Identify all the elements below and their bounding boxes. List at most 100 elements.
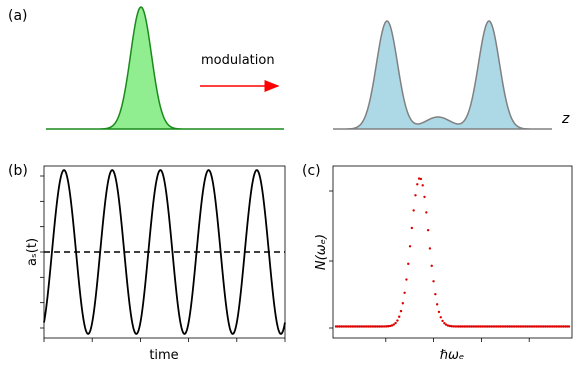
spectrum-point [444, 323, 448, 326]
spectrum-point [342, 325, 345, 328]
panel-b-label: (b) [8, 163, 28, 179]
spectrum-point [481, 325, 484, 328]
spectrum-point [515, 325, 518, 328]
spectrum-point [430, 264, 433, 268]
spectrum-point [500, 325, 504, 328]
spectrum-point [414, 194, 417, 197]
panel-c: (c) ℏωₑ N(ωₑ) [302, 163, 573, 363]
spectrum-point [488, 325, 491, 328]
spectrum-point [417, 177, 421, 180]
panel-c-label: (c) [302, 163, 321, 179]
panel-c-ylabel: N(ωₑ) [314, 234, 329, 270]
spectrum-point [472, 325, 475, 328]
spectrum-point [522, 325, 526, 328]
spectrum-point [340, 325, 343, 328]
spectrum-point [338, 325, 341, 328]
spectrum-point [401, 302, 405, 305]
spectrum-point [528, 325, 531, 328]
spectrum-point [504, 325, 507, 328]
spectrum-point [419, 177, 423, 181]
spectrum-point [479, 325, 482, 328]
spectrum-point [513, 325, 517, 328]
panel-b-xlabel: time [149, 348, 178, 363]
spectrum-point [392, 323, 395, 326]
spectrum-point [360, 325, 363, 328]
spectrum-point [510, 325, 513, 328]
panel-c-ticks [329, 190, 530, 342]
spectrum-point [432, 280, 435, 283]
spectrum-point [381, 325, 385, 328]
spectrum-point [473, 325, 477, 328]
spectrum-point [336, 325, 340, 328]
panel-c-xlabel: ℏωₑ [440, 348, 465, 363]
spectrum-point [408, 245, 412, 248]
spectrum-point [354, 325, 358, 328]
spectrum-point [416, 183, 419, 186]
spectrum-point [356, 325, 359, 328]
spectrum-point [463, 325, 466, 328]
spectrum-point [511, 325, 515, 328]
spectrum-point [437, 310, 441, 314]
spectrum-point [486, 325, 489, 328]
spectrum-point [547, 325, 551, 328]
spectrum-point [526, 325, 529, 328]
panel-b-ticks [40, 175, 286, 342]
spectrum-point [398, 315, 401, 318]
spectrum-point [535, 325, 538, 328]
spectrum-point [423, 195, 426, 199]
spectrum-point [491, 325, 495, 328]
panel-a-label: (a) [8, 8, 28, 24]
spectrum-point [448, 324, 451, 328]
spectrum-point [421, 184, 424, 187]
spectrum-point [383, 325, 386, 328]
spectrum-point [517, 325, 520, 328]
spectrum-point [540, 325, 544, 328]
spectrum-point [529, 325, 533, 328]
spectrum-point [533, 325, 536, 328]
spectrum-point [542, 325, 545, 328]
spectrum-point [410, 226, 414, 230]
spectrum-point [374, 325, 377, 328]
signal-curve [43, 169, 286, 335]
spectrum-point [544, 325, 547, 328]
spectrum-point [506, 325, 509, 328]
spectrum-point [345, 325, 349, 328]
panel-a: (a) modulation z [8, 6, 570, 130]
spectrum-point [334, 325, 338, 328]
spectrum-point [443, 322, 446, 325]
spectrum-point [564, 325, 567, 328]
spectrum-point [499, 325, 502, 328]
spectrum-point [455, 325, 459, 328]
spectrum-point [343, 325, 347, 328]
spectrum-point [434, 292, 437, 296]
spectrum-point [558, 325, 562, 328]
spectrum-point [399, 309, 403, 313]
spectrum-point [549, 325, 553, 328]
panel-b: (b) time aₛ(t) [8, 163, 286, 363]
spectrum-point [347, 325, 350, 328]
spectrum-point [560, 325, 563, 328]
spectrum-point [394, 321, 397, 325]
spectrum-point [454, 325, 457, 328]
spectrum-point [459, 325, 462, 328]
spectrum-point [555, 325, 558, 328]
spectrum-point [370, 325, 374, 328]
spectrum-point [407, 262, 410, 266]
spectrum-point [452, 325, 455, 328]
spectrum-point [493, 325, 497, 328]
spectrum-point [502, 325, 506, 328]
spectrum-point [446, 324, 450, 327]
spectrum-point [388, 324, 392, 328]
spectrum-point [352, 325, 356, 328]
spectrum-point [490, 325, 493, 328]
spectrum-point [450, 325, 453, 328]
spectrum-point [520, 325, 524, 328]
spectrum-points [334, 177, 571, 328]
spectrum-point [508, 325, 511, 328]
spectrum-point [372, 325, 376, 328]
spectrum-point [365, 325, 368, 328]
spectrum-point [553, 325, 556, 328]
spectrum-point [466, 325, 470, 328]
spectrum-point [457, 325, 461, 328]
